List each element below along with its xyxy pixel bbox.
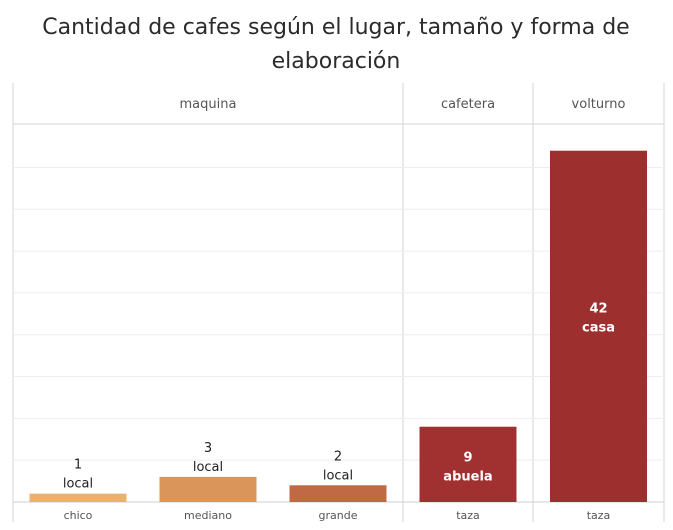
bars: 1 local 3 local 2 local 9 abuela 42 casa — [29, 150, 647, 502]
bar-value-label: 42 — [589, 301, 607, 316]
bar-maquina-chico — [29, 493, 127, 502]
chart-title-line-1: Cantidad de cafes según el lugar, tamaño… — [42, 15, 629, 40]
bar-cafetera-taza — [419, 426, 517, 502]
x-tick-label: grande — [319, 509, 358, 522]
x-tick-label: taza — [587, 509, 611, 522]
bar-place-label: local — [193, 460, 223, 475]
x-tick-label: mediano — [184, 509, 232, 522]
bar-place-label: local — [323, 468, 353, 483]
bar-value-label: 2 — [334, 449, 342, 464]
group-headers: maquina cafetera volturno — [180, 97, 626, 112]
x-tick-label: taza — [456, 509, 480, 522]
bar-place-label: abuela — [443, 469, 492, 484]
group-header-volturno: volturno — [572, 97, 626, 112]
chart-title-line-2: elaboración — [272, 49, 401, 74]
bar-maquina-grande — [289, 485, 387, 502]
bar-value-label: 1 — [74, 458, 82, 473]
chart-title: Cantidad de cafes según el lugar, tamaño… — [42, 15, 629, 74]
bar-place-label: local — [63, 477, 93, 492]
category-ticks: chico mediano grande taza taza — [64, 509, 611, 522]
x-tick-label: chico — [64, 509, 93, 522]
bar-volturno-taza — [550, 150, 647, 502]
bar-maquina-mediano — [159, 476, 257, 502]
group-header-maquina: maquina — [180, 97, 237, 112]
bar-place-label: casa — [582, 320, 615, 335]
bar-value-label: 3 — [204, 441, 212, 456]
bar-value-label: 9 — [463, 450, 472, 465]
group-header-cafetera: cafetera — [441, 97, 495, 112]
